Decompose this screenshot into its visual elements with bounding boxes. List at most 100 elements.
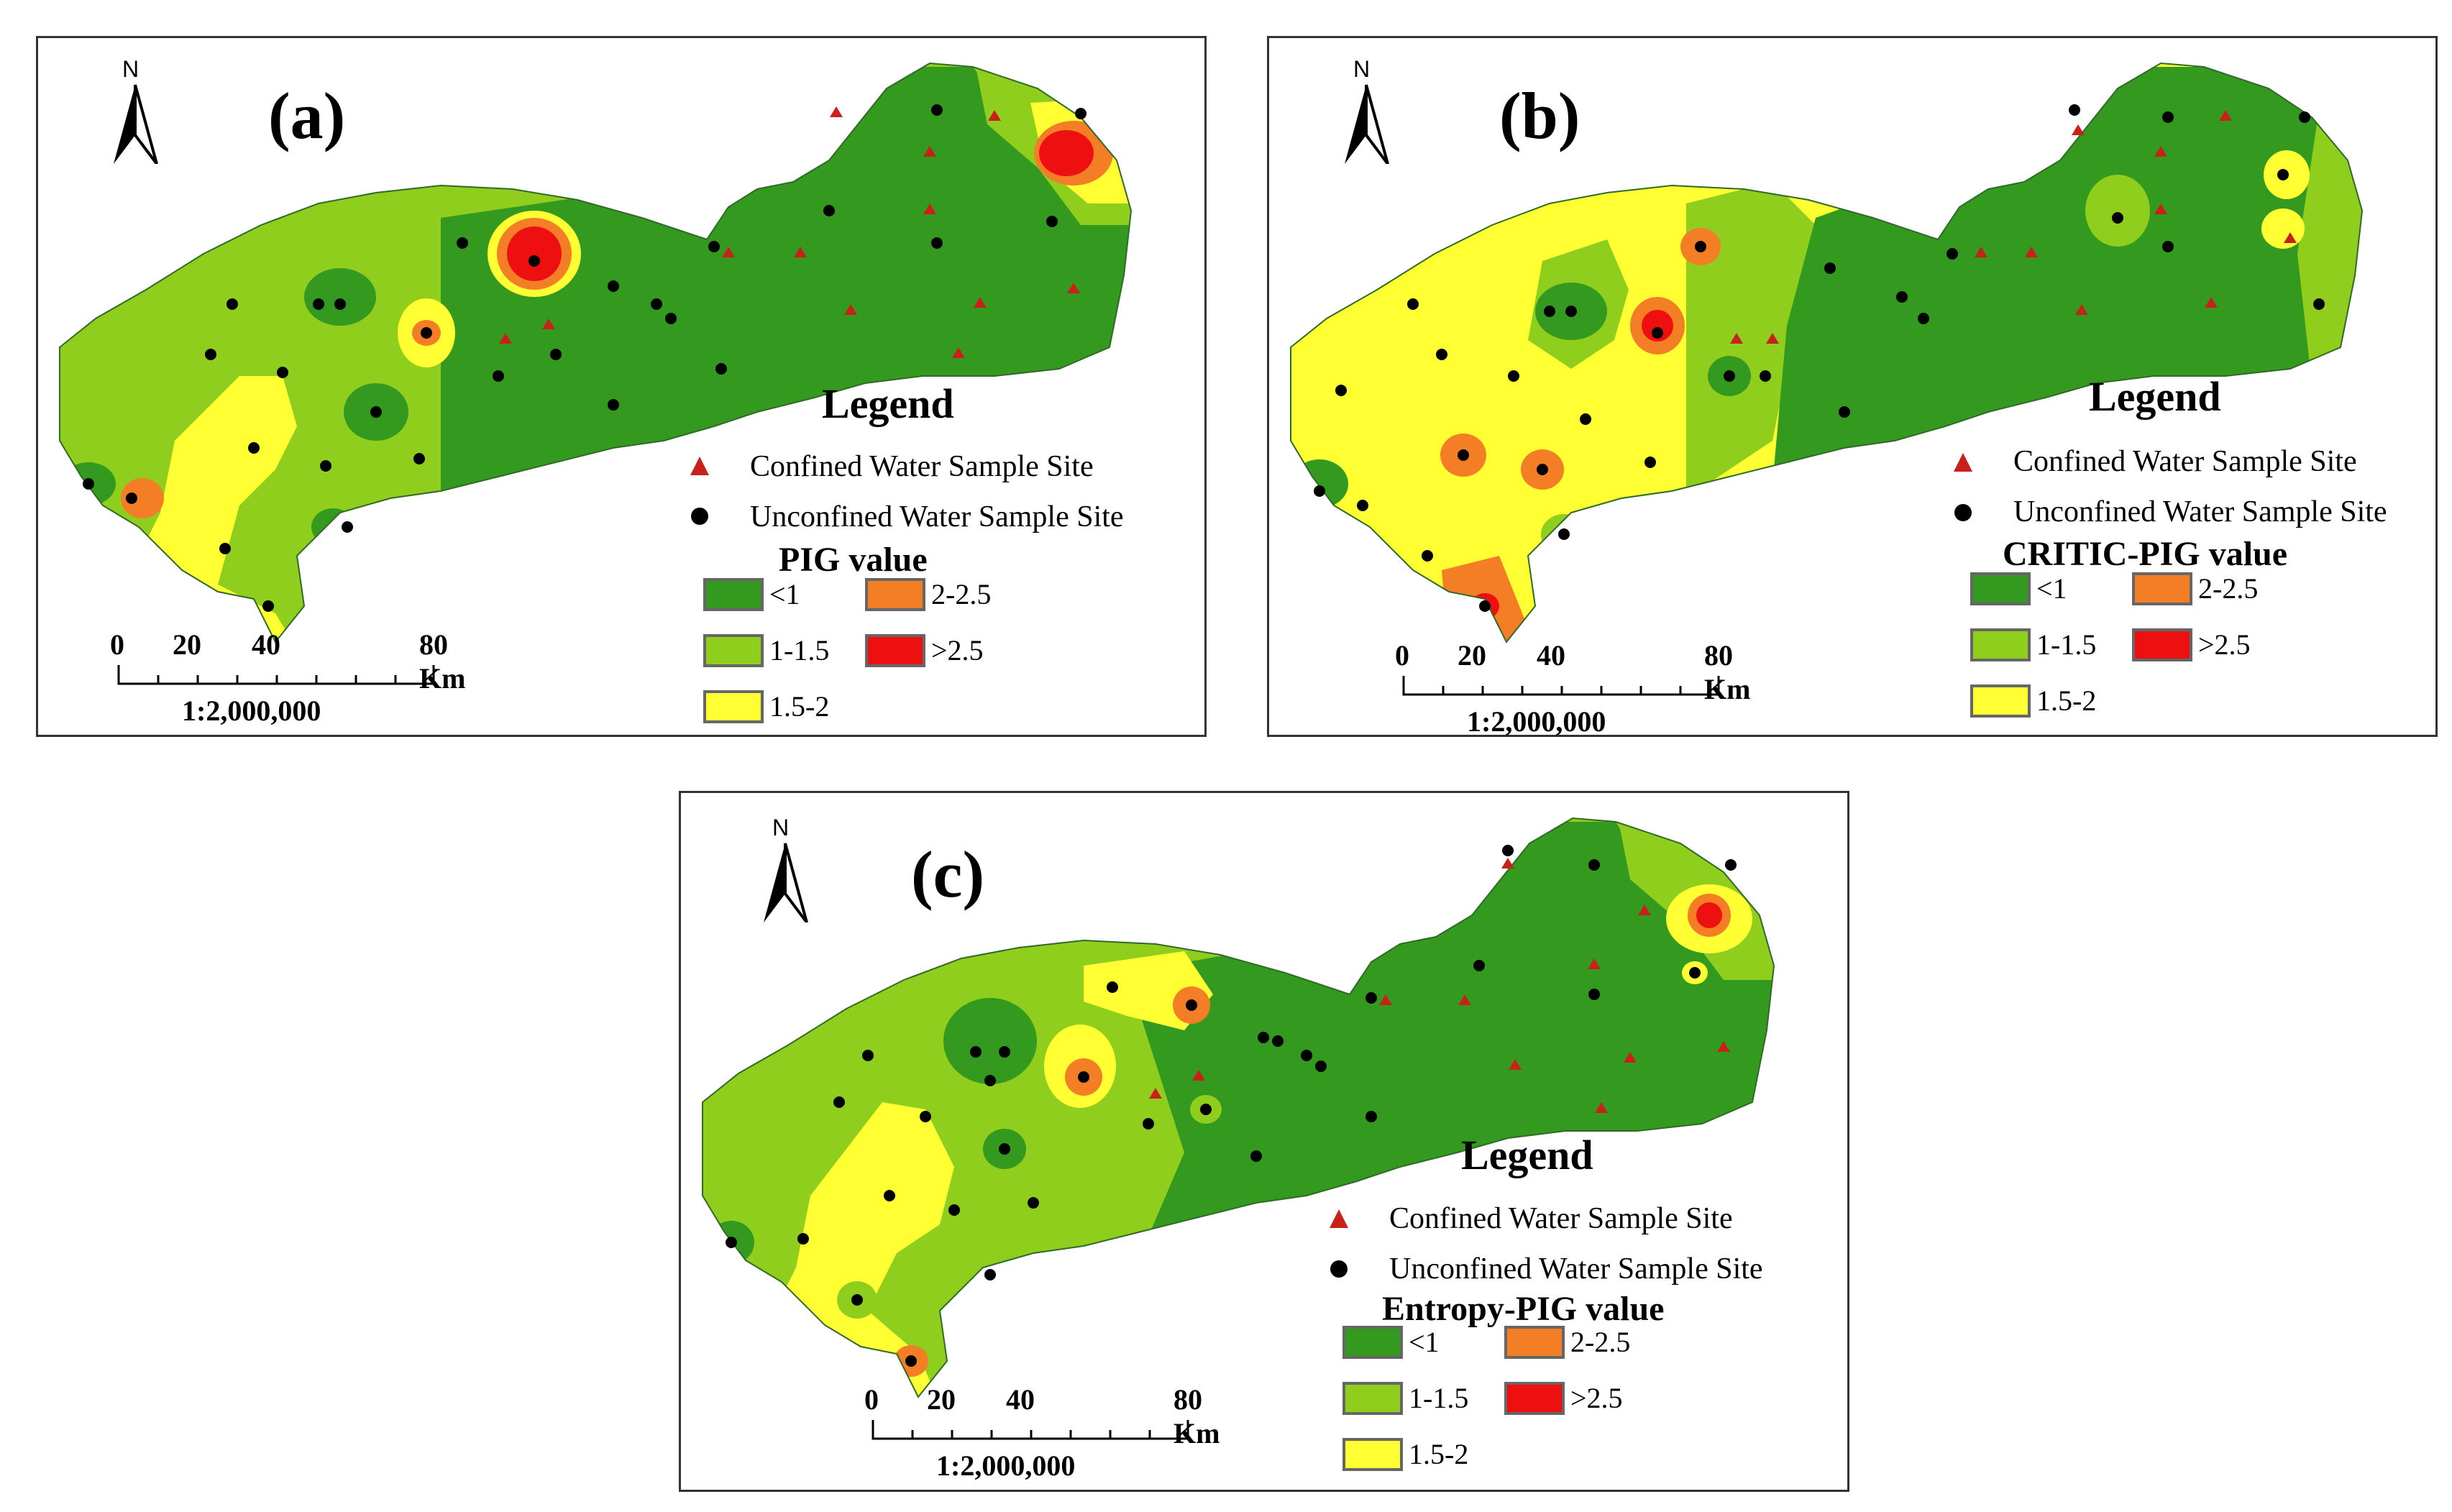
zone-1-1.5-ne <box>2297 110 2362 383</box>
north-arrow-icon: N <box>1337 56 1395 165</box>
confined-sites <box>1149 858 1730 1113</box>
class-label: 2-2.5 <box>1570 1326 1631 1358</box>
zone-1-1.5-north <box>2085 175 2150 247</box>
class-label: <1 <box>769 578 800 610</box>
swatch <box>2132 572 2192 605</box>
zone-gt2.5-center <box>507 226 562 281</box>
panel-tag: (b) <box>1499 79 1580 152</box>
zone-lt1-west-1 <box>304 268 376 326</box>
scale-tick: 20 <box>1458 639 1486 672</box>
scale-tick: 20 <box>173 628 201 661</box>
map-boundary <box>59 62 1133 643</box>
dot-icon <box>1330 1260 1348 1278</box>
entropy-pig-value-map <box>702 817 1775 1398</box>
value-title: Entropy-PIG value <box>1382 1290 1665 1328</box>
swatch <box>1342 1437 1403 1471</box>
zone-gt2.5-ne <box>1039 130 1094 176</box>
class-label: 2-2.5 <box>2198 572 2259 605</box>
scale-tick: 40 <box>252 628 280 661</box>
pig-value-map <box>59 62 1133 643</box>
value-title: CRITIC-PIG value <box>2003 535 2288 573</box>
map-boundary <box>1290 62 2364 643</box>
unconfined-sites <box>726 845 1737 1367</box>
unconfined-sites <box>83 104 1087 612</box>
north-arrow-icon: N <box>106 56 164 165</box>
swatch <box>703 689 764 723</box>
north-label: N <box>772 815 790 840</box>
scale-tick: 40 <box>1537 639 1565 672</box>
legend-class-gt2.5: >2.5 <box>865 633 984 667</box>
scale-bar: 0 20 40 80 Km 1:2,000,000 <box>864 1383 1238 1483</box>
confined-legend-label: Confined Water Sample Site <box>2013 445 2357 478</box>
critic-pig-value-map <box>1290 62 2364 643</box>
scale-ratio: 1:2,000,000 <box>1467 705 1606 738</box>
class-label: >2.5 <box>1570 1382 1623 1414</box>
confined-legend-label: Confined Water Sample Site <box>1389 1202 1733 1235</box>
scale-tick: 0 <box>110 628 124 661</box>
zone-gt2.5-c1 <box>1642 310 1673 342</box>
class-label: 1-1.5 <box>2036 628 2097 661</box>
legend-class-lt1: <1 <box>703 577 800 611</box>
value-title: PIG value <box>779 541 928 579</box>
unconfined-legend-label: Unconfined Water Sample Site <box>1389 1252 1763 1286</box>
class-label: 2-2.5 <box>931 578 992 610</box>
swatch <box>1504 1381 1565 1415</box>
scale-tick: 80 Km <box>1174 1383 1220 1449</box>
class-label: >2.5 <box>931 634 984 666</box>
panel-tag: (c) <box>911 838 985 911</box>
map-panel-c: (c) N Legend Confined Water Sample Site … <box>679 791 1849 1492</box>
scale-tick: 0 <box>864 1383 879 1416</box>
zone-1-1.5-east <box>1686 182 1816 498</box>
legend-class-1-1.5: 1-1.5 <box>703 633 829 667</box>
class-label: 1-1.5 <box>1409 1382 1469 1414</box>
triangle-icon <box>690 457 709 475</box>
class-label: 1-1.5 <box>769 634 830 666</box>
scale-tick: 80 Km <box>1704 639 1751 705</box>
zone-1.5-2-ne-2 <box>2261 209 2305 249</box>
scale-ratio: 1:2,000,000 <box>936 1449 1076 1482</box>
swatch <box>1342 1325 1403 1359</box>
swatch <box>1970 684 2031 718</box>
zone-lt1-east <box>1772 67 2362 484</box>
scale-ratio: 1:2,000,000 <box>182 695 321 727</box>
legend-class-1-1.5: 1-1.5 <box>1970 628 2096 661</box>
confined-sites <box>499 106 1080 358</box>
zone-lt1-west-1 <box>943 998 1037 1084</box>
scale-tick: 0 <box>1395 639 1409 672</box>
map-panel-a: (a) N Legend Confined Water Sample Site … <box>36 36 1207 737</box>
class-label: 1.5-2 <box>2036 684 2097 717</box>
swatch <box>703 577 764 611</box>
legend-title: Legend <box>822 380 954 427</box>
legend-class-2-2.5: 2-2.5 <box>865 577 991 611</box>
zone-lt1-west-2 <box>1291 459 1348 508</box>
confined-sites <box>1730 110 2297 344</box>
swatch <box>1342 1381 1403 1415</box>
scale-tick: 20 <box>927 1383 956 1416</box>
unconfined-legend-label: Unconfined Water Sample Site <box>2013 495 2387 528</box>
north-label: N <box>1353 56 1371 82</box>
class-label: 1.5-2 <box>769 690 830 723</box>
scale-bar: 0 20 40 80 Km 1:2,000,000 <box>110 628 484 728</box>
unconfined-legend-label: Unconfined Water Sample Site <box>750 500 1124 533</box>
panel-tag: (a) <box>268 79 346 152</box>
legend-title: Legend <box>2089 373 2221 420</box>
swatch <box>865 577 925 611</box>
legend-class-1.5-2: 1.5-2 <box>1970 684 2096 718</box>
unconfined-sites <box>1314 104 2325 612</box>
legend-class-lt1: <1 <box>1970 572 2067 605</box>
confined-legend-label: Confined Water Sample Site <box>750 450 1094 483</box>
dot-icon <box>1954 504 1972 521</box>
zone-gt2.5-ne <box>1696 902 1722 928</box>
class-label: <1 <box>2036 572 2067 605</box>
map-boundary <box>702 817 1775 1398</box>
legend-class-lt1: <1 <box>1342 1325 1440 1359</box>
swatch <box>865 633 925 667</box>
swatch <box>1970 628 2031 661</box>
north-arrow-icon: N <box>756 815 814 924</box>
dot-icon <box>691 508 708 525</box>
legend-class-gt2.5: >2.5 <box>1504 1381 1623 1415</box>
swatch <box>2132 628 2192 661</box>
legend-title: Legend <box>1461 1132 1593 1178</box>
legend-class-2-2.5: 2-2.5 <box>2132 572 2258 605</box>
triangle-icon <box>1954 453 1972 472</box>
